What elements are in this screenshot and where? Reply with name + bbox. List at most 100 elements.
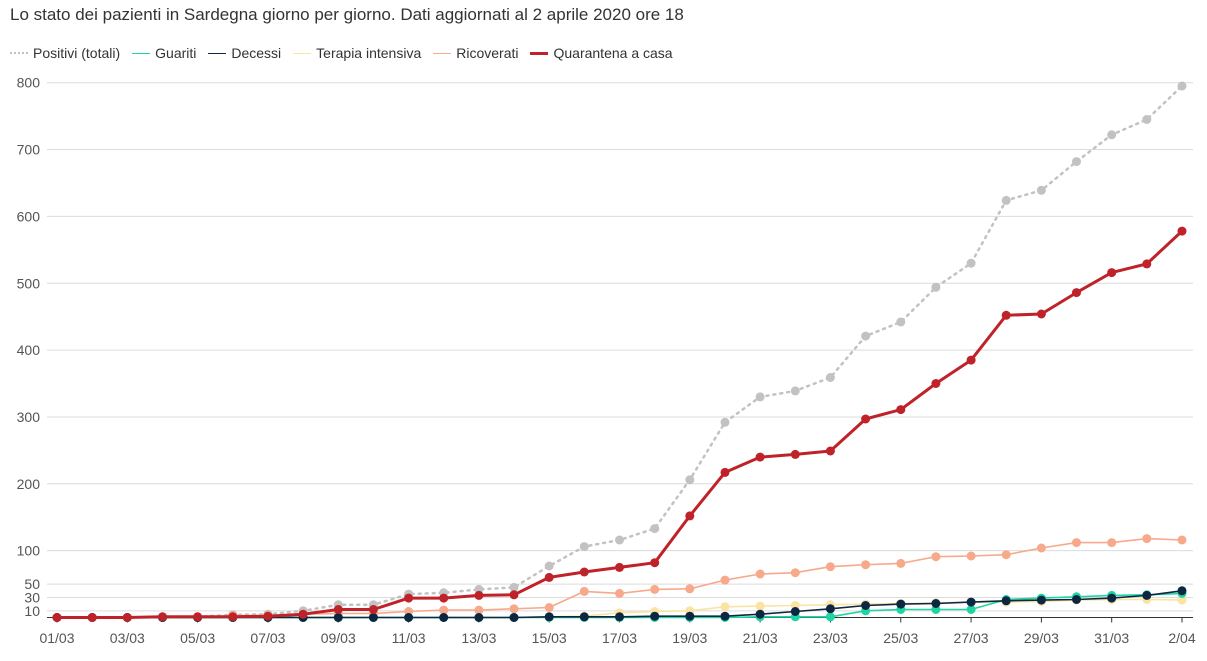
data-point[interactable] bbox=[861, 414, 871, 424]
data-point[interactable] bbox=[861, 560, 871, 570]
data-point[interactable] bbox=[579, 567, 589, 577]
data-point[interactable] bbox=[615, 535, 624, 545]
data-point[interactable] bbox=[579, 586, 589, 596]
data-point[interactable] bbox=[298, 609, 308, 619]
data-point[interactable] bbox=[966, 355, 976, 365]
data-point[interactable] bbox=[615, 562, 624, 572]
data-point[interactable] bbox=[228, 612, 238, 622]
data-point[interactable] bbox=[509, 604, 519, 614]
data-point[interactable] bbox=[1142, 590, 1152, 600]
data-point[interactable] bbox=[685, 511, 695, 521]
data-point[interactable] bbox=[1142, 115, 1152, 124]
data-point[interactable] bbox=[825, 562, 835, 572]
data-point[interactable] bbox=[333, 605, 343, 614]
data-point[interactable] bbox=[685, 584, 695, 594]
data-point[interactable] bbox=[650, 584, 660, 594]
data-point[interactable] bbox=[720, 417, 730, 427]
data-point[interactable] bbox=[1072, 288, 1081, 298]
data-point[interactable] bbox=[122, 613, 132, 622]
data-point[interactable] bbox=[720, 611, 730, 621]
data-point[interactable] bbox=[1036, 309, 1046, 319]
data-point[interactable] bbox=[368, 605, 378, 614]
data-point[interactable] bbox=[1072, 538, 1081, 548]
data-point[interactable] bbox=[896, 317, 906, 327]
data-point[interactable] bbox=[720, 602, 730, 612]
data-point[interactable] bbox=[931, 379, 941, 388]
data-point[interactable] bbox=[509, 582, 519, 592]
data-point[interactable] bbox=[1107, 593, 1117, 603]
data-point[interactable] bbox=[544, 561, 554, 571]
data-point[interactable] bbox=[404, 613, 414, 622]
data-point[interactable] bbox=[755, 452, 765, 462]
data-point[interactable] bbox=[333, 613, 343, 622]
data-point[interactable] bbox=[896, 558, 906, 568]
data-point[interactable] bbox=[861, 331, 871, 341]
data-point[interactable] bbox=[685, 475, 695, 485]
data-point[interactable] bbox=[1107, 538, 1117, 548]
data-point[interactable] bbox=[825, 604, 835, 614]
data-point[interactable] bbox=[1036, 543, 1046, 553]
data-point[interactable] bbox=[368, 613, 378, 622]
data-point[interactable] bbox=[544, 603, 554, 612]
data-point[interactable] bbox=[579, 542, 589, 552]
data-point[interactable] bbox=[650, 524, 660, 534]
data-point[interactable] bbox=[1177, 586, 1187, 596]
data-point[interactable] bbox=[966, 551, 976, 561]
data-point[interactable] bbox=[896, 405, 906, 415]
data-point[interactable] bbox=[52, 613, 62, 622]
data-point[interactable] bbox=[1177, 81, 1187, 91]
data-point[interactable] bbox=[931, 552, 941, 562]
data-point[interactable] bbox=[474, 605, 484, 615]
data-point[interactable] bbox=[544, 612, 554, 622]
data-point[interactable] bbox=[1036, 595, 1046, 605]
data-point[interactable] bbox=[650, 558, 660, 568]
data-point[interactable] bbox=[474, 590, 484, 600]
data-point[interactable] bbox=[615, 612, 624, 622]
data-point[interactable] bbox=[685, 611, 695, 621]
data-point[interactable] bbox=[650, 611, 660, 621]
data-point[interactable] bbox=[1001, 195, 1011, 205]
data-point[interactable] bbox=[966, 605, 976, 614]
data-point[interactable] bbox=[439, 613, 449, 622]
data-point[interactable] bbox=[790, 449, 800, 459]
data-point[interactable] bbox=[825, 446, 835, 456]
data-point[interactable] bbox=[1177, 595, 1187, 605]
data-point[interactable] bbox=[263, 611, 273, 621]
data-point[interactable] bbox=[755, 392, 765, 402]
data-point[interactable] bbox=[825, 373, 835, 382]
data-point[interactable] bbox=[720, 467, 730, 477]
data-point[interactable] bbox=[966, 597, 976, 607]
data-point[interactable] bbox=[1001, 550, 1011, 560]
data-point[interactable] bbox=[790, 386, 800, 396]
data-point[interactable] bbox=[861, 601, 871, 610]
data-point[interactable] bbox=[755, 569, 765, 579]
data-point[interactable] bbox=[896, 599, 906, 609]
data-point[interactable] bbox=[615, 588, 624, 598]
data-point[interactable] bbox=[790, 568, 800, 578]
data-point[interactable] bbox=[439, 593, 449, 603]
data-point[interactable] bbox=[544, 572, 554, 582]
data-point[interactable] bbox=[1001, 596, 1011, 606]
data-point[interactable] bbox=[720, 575, 730, 585]
data-point[interactable] bbox=[87, 613, 97, 622]
data-point[interactable] bbox=[1001, 310, 1011, 320]
data-point[interactable] bbox=[931, 599, 941, 608]
data-point[interactable] bbox=[474, 613, 484, 622]
data-point[interactable] bbox=[966, 258, 976, 268]
data-point[interactable] bbox=[931, 282, 941, 292]
data-point[interactable] bbox=[1107, 130, 1117, 140]
data-point[interactable] bbox=[825, 612, 835, 622]
data-point[interactable] bbox=[790, 607, 800, 616]
data-point[interactable] bbox=[1177, 226, 1187, 236]
data-point[interactable] bbox=[404, 593, 414, 603]
data-point[interactable] bbox=[579, 612, 589, 622]
data-point[interactable] bbox=[193, 612, 203, 622]
data-point[interactable] bbox=[1177, 535, 1187, 545]
data-point[interactable] bbox=[158, 612, 167, 622]
data-point[interactable] bbox=[1072, 157, 1081, 167]
data-point[interactable] bbox=[1072, 595, 1081, 604]
data-point[interactable] bbox=[1142, 534, 1152, 544]
data-point[interactable] bbox=[509, 613, 519, 622]
data-point[interactable] bbox=[1142, 259, 1152, 269]
data-point[interactable] bbox=[1107, 268, 1117, 278]
